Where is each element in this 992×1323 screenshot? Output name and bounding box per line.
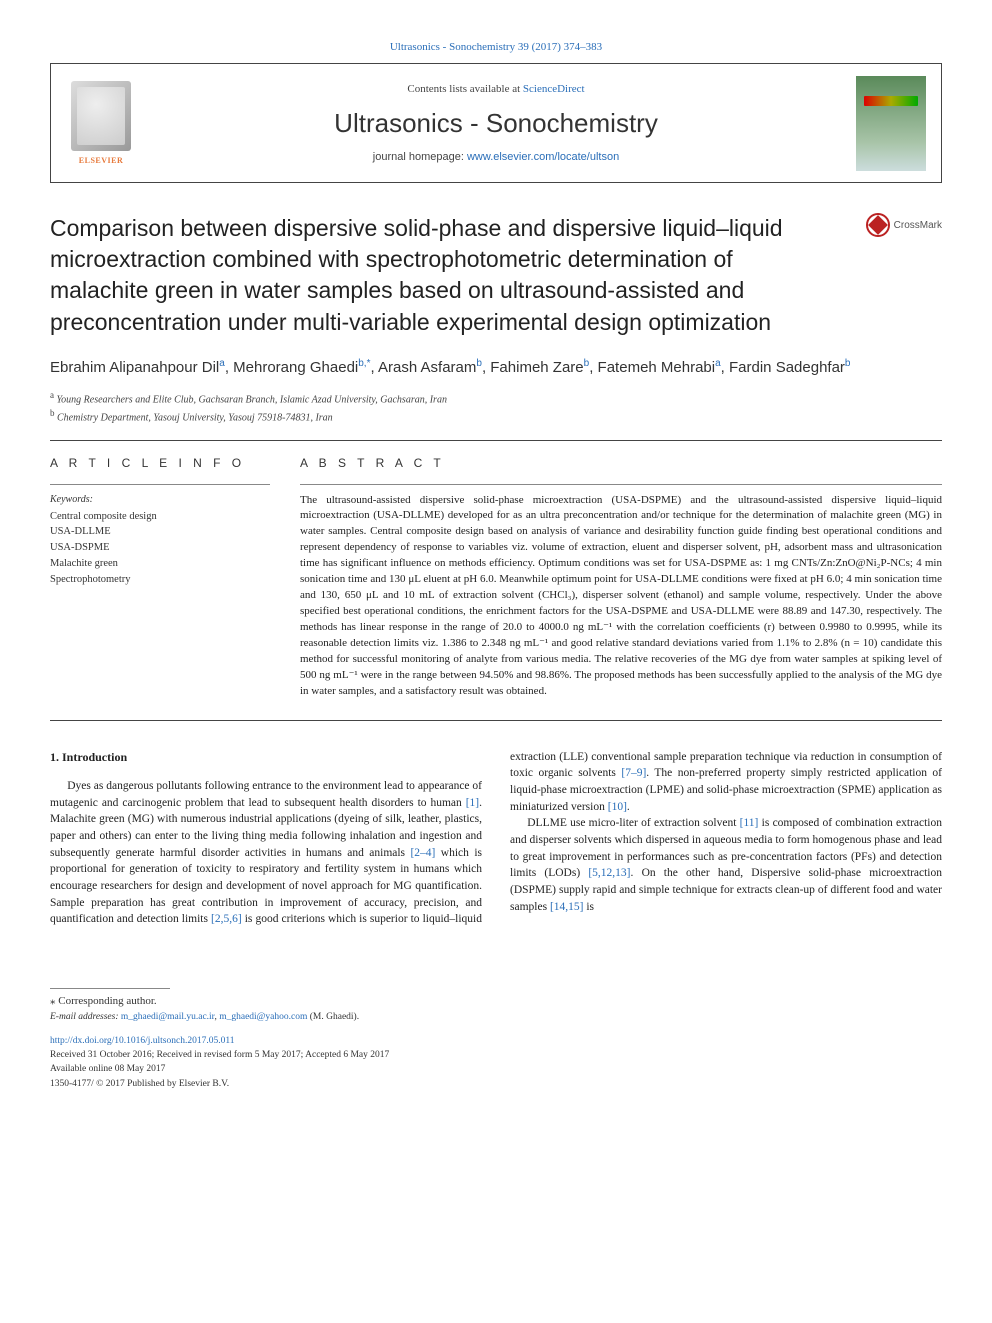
email-label: E-mail addresses: xyxy=(50,1012,119,1022)
keyword-item: Malachite green xyxy=(50,556,270,572)
body-two-column: 1. Introduction Dyes as dangerous pollut… xyxy=(50,749,942,928)
citation-2-4[interactable]: [2–4] xyxy=(410,847,435,859)
body-paragraph-2: DLLME use micro-liter of extraction solv… xyxy=(510,815,942,915)
article-info-heading: A R T I C L E I N F O xyxy=(50,455,270,472)
keyword-item: USA-DLLME xyxy=(50,524,270,540)
keyword-item: USA-DSPME xyxy=(50,540,270,556)
journal-reference-top: Ultrasonics - Sonochemistry 39 (2017) 37… xyxy=(50,40,942,55)
contents-list-line: Contents lists available at ScienceDirec… xyxy=(407,82,584,97)
journal-header-box: ELSEVIER Contents lists available at Sci… xyxy=(50,63,942,183)
citation-7-9[interactable]: [7–9] xyxy=(621,767,646,779)
keyword-item: Central composite design xyxy=(50,509,270,525)
available-online-line: Available online 08 May 2017 xyxy=(50,1062,942,1076)
info-abstract-row: A R T I C L E I N F O Keywords: Central … xyxy=(50,455,942,700)
journal-title: Ultrasonics - Sonochemistry xyxy=(334,105,658,141)
publisher-logo-cell: ELSEVIER xyxy=(51,64,151,182)
crossmark-icon xyxy=(866,213,890,237)
citation-256[interactable]: [2,5,6] xyxy=(211,913,242,925)
citation-1[interactable]: [1] xyxy=(466,797,479,809)
elsevier-tree-logo xyxy=(71,81,131,151)
p3-t4: is xyxy=(583,901,594,913)
affiliations-block: a Young Researchers and Elite Club, Gach… xyxy=(50,389,942,426)
keywords-label: Keywords: xyxy=(50,493,270,507)
crossmark-label: CrossMark xyxy=(894,219,942,233)
journal-ref-link[interactable]: Ultrasonics - Sonochemistry 39 (2017) 37… xyxy=(390,41,602,53)
doi-line: http://dx.doi.org/10.1016/j.ultsonch.201… xyxy=(50,1034,942,1048)
divider-top xyxy=(50,440,942,441)
abstract-column: A B S T R A C T The ultrasound-assisted … xyxy=(300,455,942,700)
citation-11[interactable]: [11] xyxy=(740,817,759,829)
email-link-1[interactable]: m_ghaedi@mail.yu.ac.ir xyxy=(121,1012,215,1022)
email-line: E-mail addresses: m_ghaedi@mail.yu.ac.ir… xyxy=(50,1010,942,1024)
article-info-column: A R T I C L E I N F O Keywords: Central … xyxy=(50,455,270,700)
copyright-line: 1350-4177/ © 2017 Published by Elsevier … xyxy=(50,1077,942,1091)
p2-t3: . xyxy=(627,801,630,813)
sciencedirect-link[interactable]: ScienceDirect xyxy=(523,83,585,95)
footer-block: ⁎ Corresponding author. E-mail addresses… xyxy=(50,988,942,1091)
received-line: Received 31 October 2016; Received in re… xyxy=(50,1048,942,1062)
cover-image-cell xyxy=(841,64,941,182)
homepage-line: journal homepage: www.elsevier.com/locat… xyxy=(373,150,619,165)
footer-rule xyxy=(50,988,170,989)
divider-post-abstract xyxy=(50,720,942,721)
citation-51213[interactable]: [5,12,13] xyxy=(588,867,630,879)
elsevier-wordmark: ELSEVIER xyxy=(79,155,123,166)
header-center: Contents lists available at ScienceDirec… xyxy=(151,64,841,182)
homepage-link[interactable]: www.elsevier.com/locate/ultson xyxy=(467,151,619,163)
introduction-heading: 1. Introduction xyxy=(50,749,482,766)
p1-t1: Dyes as dangerous pollutants following e… xyxy=(50,780,482,809)
abstract-divider xyxy=(300,484,942,485)
authors-line: Ebrahim Alipanahpour Dila, Mehrorang Gha… xyxy=(50,356,942,380)
p3-t1: DLLME use micro-liter of extraction solv… xyxy=(527,817,739,829)
affiliation-item: b Chemistry Department, Yasouj Universit… xyxy=(50,407,942,425)
citation-1415[interactable]: [14,15] xyxy=(550,901,584,913)
abstract-text: The ultrasound-assisted dispersive solid… xyxy=(300,493,942,700)
doi-link[interactable]: http://dx.doi.org/10.1016/j.ultsonch.201… xyxy=(50,1036,234,1046)
journal-cover-image xyxy=(856,76,926,171)
affiliation-item: a Young Researchers and Elite Club, Gach… xyxy=(50,389,942,407)
crossmark-badge[interactable]: CrossMark xyxy=(866,213,942,237)
email-suffix: (M. Ghaedi). xyxy=(307,1012,359,1022)
email-link-2[interactable]: m_ghaedi@yahoo.com xyxy=(219,1012,307,1022)
article-title-block: Comparison between dispersive solid-phas… xyxy=(50,213,942,337)
contents-pre-text: Contents lists available at xyxy=(407,83,522,95)
keywords-list: Central composite designUSA-DLLMEUSA-DSP… xyxy=(50,509,270,588)
keyword-item: Spectrophotometry xyxy=(50,572,270,588)
homepage-pre-text: journal homepage: xyxy=(373,151,467,163)
abstract-heading: A B S T R A C T xyxy=(300,455,942,472)
corresponding-author-note: ⁎ Corresponding author. xyxy=(50,993,942,1010)
citation-10[interactable]: [10] xyxy=(608,801,627,813)
info-divider xyxy=(50,484,270,485)
article-title: Comparison between dispersive solid-phas… xyxy=(50,215,783,334)
